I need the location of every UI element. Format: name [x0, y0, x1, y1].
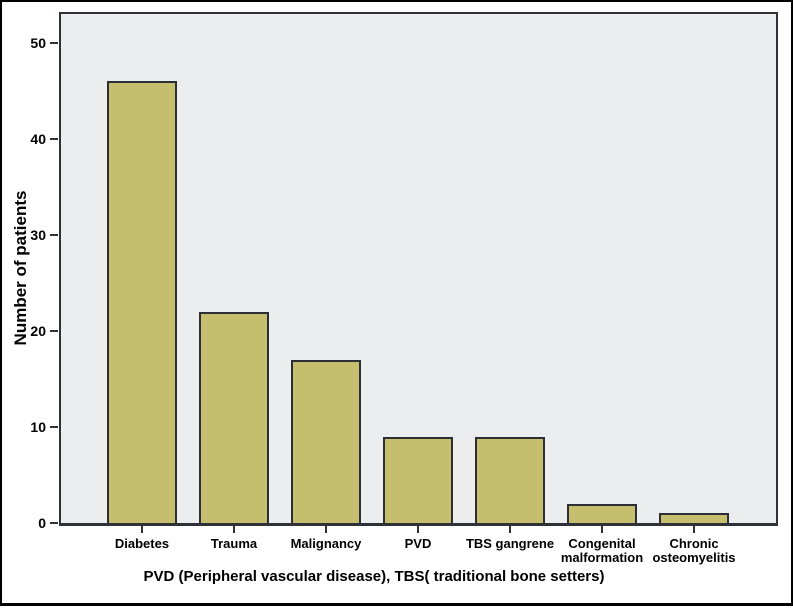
y-tick-label: 50 [30, 34, 46, 51]
figure-caption: PVD (Peripheral vascular disease), TBS( … [143, 568, 605, 585]
plot-area [59, 12, 778, 526]
x-tick-mark [601, 526, 603, 533]
y-tick-mark [50, 522, 58, 524]
y-tick-label: 0 [38, 515, 46, 531]
y-tick-label: 20 [30, 322, 46, 339]
y-tick-label: 40 [30, 130, 46, 147]
x-tick-mark [509, 526, 511, 533]
x-tick-mark [693, 526, 695, 533]
y-tick-mark [50, 425, 58, 428]
x-tick-mark [325, 526, 327, 533]
bar-diabetes [107, 81, 177, 523]
bar-congenital-malformation [567, 504, 637, 523]
x-tick-label: TBS gangrene [465, 536, 555, 551]
x-tick-label: Trauma [210, 536, 258, 551]
y-tick-label: 10 [30, 418, 46, 435]
y-tick-mark [50, 41, 58, 44]
x-tick-mark [417, 526, 419, 533]
x-tick-label: Congenital malformation [560, 536, 644, 566]
y-tick-mark [50, 329, 58, 332]
bar-tbs-gangrene [475, 437, 545, 523]
x-tick-mark [233, 526, 235, 533]
x-tick-label: Malignancy [290, 536, 362, 551]
x-tick-label: Diabetes [114, 536, 170, 551]
x-tick-label: PVD [404, 536, 432, 551]
x-tick-label: Chronic osteomyelitis [652, 536, 736, 566]
bar-malignancy [291, 360, 361, 523]
bar-chronic-osteomyelitis [659, 513, 729, 523]
y-tick-label: 30 [30, 226, 46, 243]
y-tick-mark [50, 233, 58, 236]
bar-pvd [383, 437, 453, 523]
bar-trauma [199, 312, 269, 523]
x-tick-mark [141, 526, 143, 533]
y-tick-mark [50, 137, 58, 140]
